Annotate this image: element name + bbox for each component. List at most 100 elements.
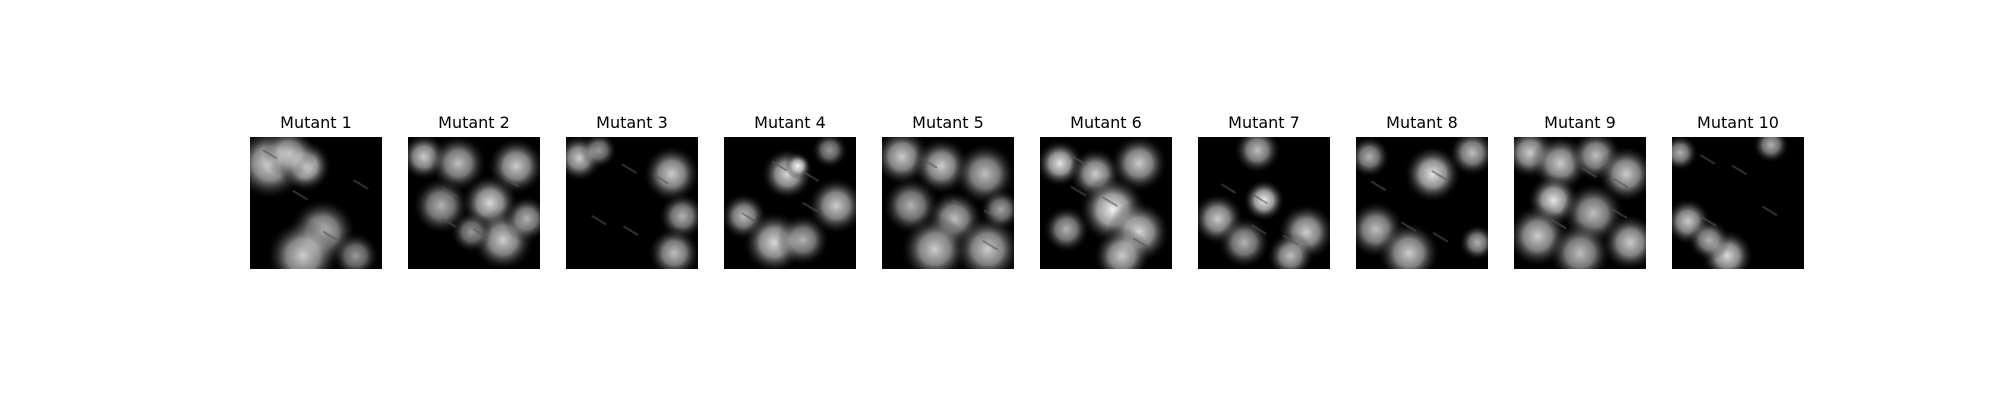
mask-highlight bbox=[1042, 205, 1091, 254]
cell-streak bbox=[1432, 232, 1449, 243]
cell-streak bbox=[623, 225, 639, 236]
cell-streak bbox=[1611, 208, 1628, 219]
cell-streak bbox=[1370, 180, 1387, 191]
cell-streak bbox=[442, 187, 458, 198]
cell-streak bbox=[983, 209, 1000, 220]
panel-title: Mutant 3 bbox=[596, 113, 668, 132]
mask-image bbox=[566, 137, 698, 269]
mask-highlight bbox=[1356, 137, 1391, 178]
mask-highlight bbox=[979, 188, 1014, 231]
mask-panel: Mutant 4 bbox=[724, 113, 856, 270]
mask-highlight bbox=[811, 137, 849, 169]
mask-image bbox=[1356, 137, 1488, 269]
mask-image bbox=[882, 137, 1014, 269]
mask-highlight bbox=[1687, 218, 1731, 262]
cell-streak bbox=[803, 171, 819, 182]
panel-title: Mutant 7 bbox=[1228, 113, 1300, 132]
mask-graphic bbox=[882, 137, 1014, 269]
mask-panel: Mutant 9 bbox=[1514, 113, 1646, 270]
mask-highlight bbox=[263, 137, 316, 180]
mask-image bbox=[1514, 137, 1646, 269]
cell-streak bbox=[741, 212, 757, 223]
mask-panel: Mutant 5 bbox=[882, 113, 1014, 270]
cell-streak bbox=[1132, 237, 1148, 248]
cell-streak bbox=[952, 199, 968, 210]
mask-image bbox=[1198, 137, 1330, 269]
cell-streak bbox=[1731, 164, 1747, 176]
cell-streak bbox=[1251, 224, 1267, 235]
mask-panel: Mutant 3 bbox=[566, 113, 698, 270]
cell-streak bbox=[503, 176, 519, 187]
mask-highlight bbox=[265, 218, 340, 269]
mask-panel: Mutant 2 bbox=[408, 113, 540, 270]
cell-streak bbox=[591, 215, 607, 226]
cell-streak bbox=[1252, 194, 1268, 205]
mask-panel: Mutant 7 bbox=[1198, 113, 1330, 270]
cell-streak bbox=[1282, 234, 1299, 245]
mask-highlight bbox=[1377, 221, 1441, 269]
panel-title: Mutant 9 bbox=[1544, 113, 1616, 132]
cell-streak bbox=[441, 217, 457, 228]
cell-streak bbox=[653, 174, 669, 185]
cell-streak bbox=[1070, 186, 1086, 197]
mask-image bbox=[250, 137, 382, 269]
panel-title: Mutant 4 bbox=[754, 113, 826, 132]
cell-streak bbox=[262, 149, 278, 160]
mask-panel: Mutant 8 bbox=[1356, 113, 1488, 270]
mask-image bbox=[408, 137, 540, 269]
mask-graphic bbox=[1514, 137, 1646, 269]
mask-panel: Mutant 6 bbox=[1040, 113, 1172, 270]
mask-highlight bbox=[1092, 226, 1151, 269]
mask-graphic bbox=[724, 137, 856, 269]
cell-streak bbox=[1071, 155, 1088, 166]
mask-panel: Mutant 10 bbox=[1672, 113, 1804, 270]
cell-streak bbox=[982, 240, 998, 251]
mask-highlight bbox=[331, 232, 380, 269]
panel-title: Mutant 8 bbox=[1386, 113, 1458, 132]
mask-graphic bbox=[408, 137, 540, 269]
cell-streak bbox=[322, 230, 339, 242]
mask-highlight bbox=[1403, 144, 1462, 203]
cell-streak bbox=[472, 228, 489, 239]
cell-streak bbox=[1701, 216, 1717, 227]
cell-streak bbox=[1220, 183, 1237, 194]
cell-streak bbox=[802, 201, 818, 212]
mask-highlight bbox=[1458, 224, 1488, 262]
mask-graphic bbox=[1198, 137, 1330, 269]
mask-graphic bbox=[250, 137, 382, 269]
cell-streak bbox=[1431, 170, 1447, 181]
cell-streak bbox=[1102, 196, 1118, 207]
mask-highlight bbox=[1752, 137, 1790, 164]
cell-streak bbox=[1581, 167, 1597, 178]
mask-panel: Mutant 1 bbox=[250, 113, 382, 270]
mask-highlight bbox=[1217, 216, 1271, 269]
mask-highlight bbox=[450, 210, 493, 254]
panel-title: Mutant 1 bbox=[280, 113, 352, 132]
mask-graphic bbox=[1356, 137, 1488, 269]
mask-highlight bbox=[503, 195, 540, 243]
cell-streak bbox=[1699, 154, 1716, 165]
panel-title: Mutant 5 bbox=[912, 113, 984, 132]
mask-highlight bbox=[1266, 232, 1315, 269]
cell-streak bbox=[1613, 178, 1629, 189]
cell-streak bbox=[292, 190, 308, 201]
mask-graphic bbox=[1672, 137, 1804, 269]
mask-highlight bbox=[900, 214, 970, 269]
mask-highlight bbox=[1672, 137, 1699, 172]
panel-title: Mutant 6 bbox=[1070, 113, 1142, 132]
mask-image bbox=[1040, 137, 1172, 269]
cell-streak bbox=[771, 161, 788, 172]
cell-streak bbox=[1762, 205, 1778, 216]
mask-graphic bbox=[566, 137, 698, 269]
mask-highlight bbox=[580, 137, 618, 169]
mask-image bbox=[1672, 137, 1804, 269]
panel-title: Mutant 10 bbox=[1697, 113, 1779, 132]
mask-highlight bbox=[1548, 221, 1612, 269]
panel-title: Mutant 2 bbox=[438, 113, 510, 132]
cell-streak bbox=[921, 158, 938, 169]
mask-highlight bbox=[642, 144, 698, 203]
mask-image bbox=[724, 137, 856, 269]
cell-streak bbox=[1551, 219, 1567, 230]
mask-highlight bbox=[647, 226, 698, 269]
